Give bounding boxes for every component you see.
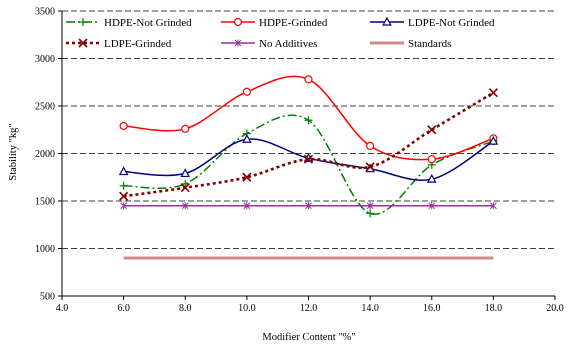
- legend-marker: [233, 17, 243, 27]
- legend-item-2: LDPE-Not Grinded: [370, 16, 495, 29]
- legend-label: Standards: [408, 38, 451, 50]
- data-point-1-1: [181, 124, 190, 133]
- data-point-2-2: [242, 133, 252, 143]
- legend: HDPE-Not Grinded HDPE-Grinded LDPE-Not Gri…: [66, 16, 495, 50]
- x-tick-label: 6.0: [117, 303, 130, 314]
- data-point-1-4: [366, 141, 375, 150]
- y-axis-title: Stability "kg": [8, 123, 19, 180]
- data-point-1-0: [119, 121, 128, 131]
- legend-marker: [234, 39, 242, 47]
- x-tick-label: 18.0: [485, 303, 503, 314]
- data-point-2-0: [118, 166, 129, 176]
- x-tick-label: 14.0: [361, 303, 379, 314]
- data-point-3-2: [242, 172, 252, 182]
- data-point-0-0: [119, 181, 128, 190]
- y-tick-label: 2500: [35, 102, 55, 113]
- data-point-0-4: [366, 209, 375, 218]
- legend-marker: [79, 18, 87, 26]
- y-tick-label: 1500: [35, 197, 55, 208]
- data-point-3-6: [488, 88, 498, 98]
- x-tick-label: 20.0: [546, 303, 564, 314]
- legend-label: HDPE-Grinded: [259, 17, 328, 29]
- legend-item-5: Standards: [370, 38, 451, 50]
- x-tick-label: 8.0: [179, 303, 192, 314]
- x-tick-label: 10.0: [238, 303, 256, 314]
- tick-labels: 500 1000 1500 2000 2500 3000 3500 4.0 6.0 8.0 10.0…: [35, 7, 564, 315]
- x-tick-label: 12.0: [300, 303, 318, 314]
- legend-label: HDPE-Not Grinded: [104, 17, 192, 29]
- legend-item-4: No Additives: [221, 38, 317, 50]
- data-point-4-0: [120, 202, 127, 210]
- series-4: [120, 202, 497, 210]
- series-line-3: [123, 91, 495, 198]
- data-point-3-5: [427, 125, 437, 135]
- data-point-1-3: [304, 75, 313, 84]
- data-point-3-4: [365, 162, 375, 172]
- data-point-0-3: [304, 116, 313, 125]
- legend-item-1: HDPE-Grinded: [221, 17, 328, 29]
- legend-item-0: HDPE-Not Grinded: [66, 17, 192, 29]
- data-point-3-1: [180, 183, 190, 193]
- data-point-4-5: [428, 202, 436, 210]
- data-point-2-5: [426, 173, 437, 183]
- legend-label: LDPE-Grinded: [104, 38, 172, 50]
- series-3: [119, 88, 498, 201]
- legend-label: LDPE-Not Grinded: [408, 17, 495, 29]
- series-layer: [118, 75, 499, 260]
- x-tick-label: 4.0: [56, 303, 69, 314]
- data-point-1-2: [242, 87, 251, 96]
- legend-marker: [382, 16, 392, 26]
- y-tick-label: 500: [40, 292, 55, 303]
- y-tick-label: 3000: [35, 54, 55, 65]
- x-tick-label: 16.0: [423, 303, 441, 314]
- data-point-2-1: [180, 168, 191, 178]
- legend-marker: [78, 38, 88, 48]
- legend-item-3: LDPE-Grinded: [66, 38, 172, 50]
- x-axis-title: Modifier Content "%": [262, 332, 355, 343]
- data-point-4-4: [366, 202, 374, 210]
- data-point-2-6: [488, 135, 499, 145]
- data-point-4-1: [181, 202, 189, 210]
- y-tick-label: 3500: [35, 7, 55, 18]
- y-tick-label: 1000: [35, 244, 55, 255]
- data-point-4-3: [305, 202, 312, 210]
- data-point-3-0: [119, 191, 129, 201]
- y-tick-label: 2000: [35, 149, 55, 160]
- legend-label: No Additives: [259, 38, 317, 50]
- data-point-1-5: [427, 155, 436, 164]
- data-point-4-6: [490, 202, 497, 210]
- data-point-4-2: [243, 202, 251, 210]
- data-point-3-3: [303, 154, 314, 164]
